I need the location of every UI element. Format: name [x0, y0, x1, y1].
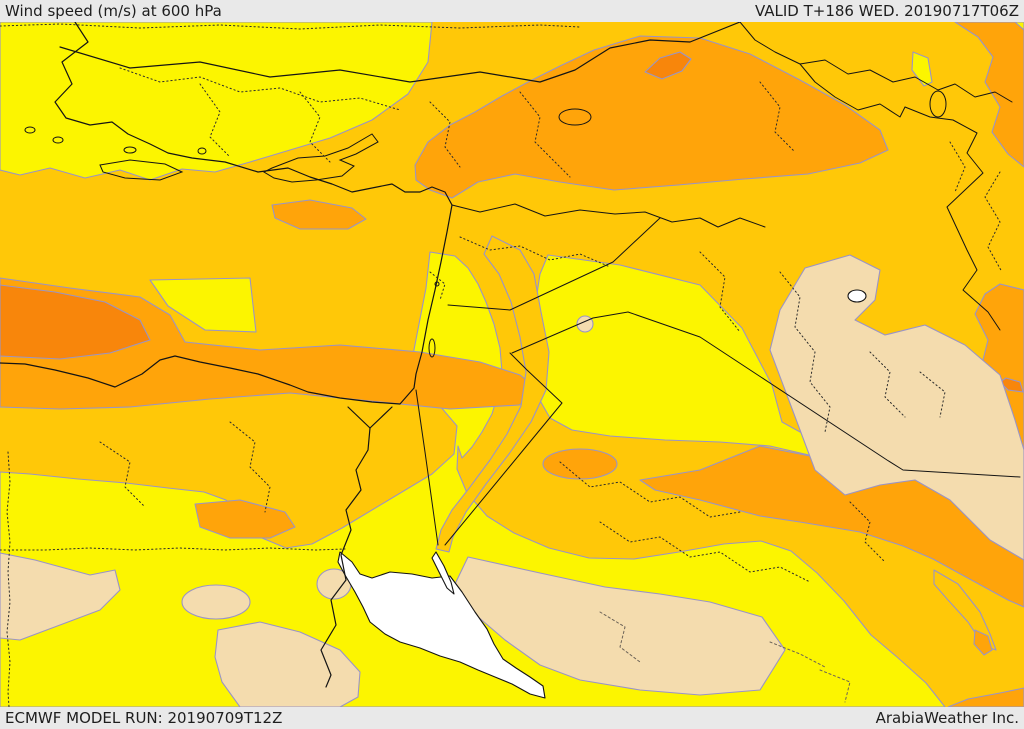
dotted-iran-1: [984, 171, 1003, 273]
footer-bar: ECMWF MODEL RUN: 20190709T12Z ArabiaWeat…: [0, 707, 1024, 729]
aegean-island-1: [24, 126, 36, 134]
gulf-of-aqaba: [431, 551, 455, 595]
cyprus-island: [262, 133, 379, 183]
dotted-saudi-2: [599, 521, 811, 583]
contour-region-tan-persian-gulf: [769, 254, 1024, 561]
contour-region-tan-red-sea-east: [454, 556, 786, 696]
dotted-anatolia-4: [429, 101, 461, 168]
syria-jordan-border: [447, 304, 511, 311]
red-sea-body: [337, 551, 546, 699]
dotted-egypt-sudan: [0, 547, 346, 551]
contour-region-orange-small-blob: [542, 448, 618, 480]
dotted-saudi-3: [849, 501, 886, 563]
syria-iraq-border: [509, 217, 661, 311]
dotted-iraq-1: [699, 251, 741, 333]
jordan-saudi-zigzag: [444, 352, 563, 546]
caucasus-borders-1: [739, 22, 1013, 103]
map-canvas: [0, 22, 1024, 707]
contour-region-deep-orange-libya-core: [0, 284, 151, 360]
dotted-iran-2: [949, 141, 966, 193]
mediterranean-levant-coastline: [0, 22, 453, 405]
nile-river: [320, 427, 371, 688]
egypt-israel-border: [415, 389, 439, 546]
coastlines: [0, 22, 947, 688]
dotted-egypt-libya: [6, 451, 11, 707]
contour-region-orange-nw-iran: [954, 22, 1024, 168]
contour-region-deep-orange-turkey-spot: [644, 51, 692, 80]
valid-time-label: VALID T+186 WED. 20190717T06Z: [754, 2, 1019, 20]
dotted-anatolia-1: [119, 67, 401, 111]
dotted-tan-saudi: [599, 611, 641, 663]
dotted-jordan: [429, 271, 446, 301]
contour-region-orange-egypt-tongue: [194, 499, 296, 539]
contour-region-gold-jordan-band: [435, 235, 550, 553]
contour-region-tan-egypt-small: [181, 584, 251, 620]
caucasus-borders-2: [799, 63, 906, 118]
dotted-east-turkey: [759, 81, 796, 153]
rhodes-island: [197, 147, 207, 155]
dotted-br-1: [819, 669, 851, 703]
sea-of-galilee: [434, 281, 440, 287]
nile-delta-east-branch: [369, 406, 393, 429]
dead-sea: [428, 338, 436, 358]
dotted-br-2: [769, 641, 826, 668]
dotted-syria: [459, 236, 611, 268]
brand-label: ArabiaWeather Inc.: [875, 709, 1019, 727]
map-title: Wind speed (m/s) at 600 hPa: [5, 2, 222, 20]
contour-region-yellow-mediterranean-wedge: [149, 277, 257, 333]
dotted-egypt-2: [99, 441, 146, 508]
dotted-top-edge: [0, 23, 581, 30]
model-run-label: ECMWF MODEL RUN: 20190709T12Z: [5, 709, 283, 727]
turkey-syria-iraq-border: [451, 203, 766, 228]
dotted-gulf-1: [869, 351, 906, 418]
contour-region-orange-turkey-band: [414, 35, 889, 199]
iran-iraq-border: [904, 106, 1001, 331]
dotted-iraq-2: [779, 271, 831, 433]
wind-speed-contour-map: [0, 22, 1024, 707]
header-bar: Wind speed (m/s) at 600 hPa VALID T+186 …: [0, 0, 1024, 22]
country-borders: [415, 22, 1021, 546]
contour-region-orange-br-corner: [947, 687, 1024, 707]
dotted-egypt-1: [229, 421, 271, 513]
dotted-gulf-2: [919, 371, 946, 418]
crete-island: [99, 159, 184, 181]
dotted-anatolia-2: [199, 83, 231, 158]
aegean-island-2: [52, 136, 64, 144]
contour-region-tan-sw-egypt: [0, 552, 121, 641]
red-sea: [337, 551, 546, 699]
dotted-anatolia-3: [299, 91, 331, 163]
jordan-saudi-border-east: [511, 311, 629, 354]
lake-urmia: [929, 90, 947, 118]
contour-region-orange-teardrop: [973, 629, 993, 656]
iraq-saudi-kuwait-border: [627, 311, 1021, 478]
contour-region-white-gulf-tip: [847, 289, 867, 303]
nile-delta-west-branch: [347, 406, 371, 429]
contour-region-orange-south-of-cyprus: [271, 199, 367, 230]
dotted-saudi-1: [559, 461, 741, 518]
dotted-anatolia-5: [519, 91, 571, 178]
lake-van: [558, 108, 592, 126]
contour-fill-regions: [0, 22, 1024, 707]
contour-region-tan-nubia: [214, 621, 361, 707]
aegean-island-3: [123, 146, 137, 154]
admin-boundaries-dotted: [0, 23, 1003, 707]
black-sea-coastline: [59, 22, 741, 83]
